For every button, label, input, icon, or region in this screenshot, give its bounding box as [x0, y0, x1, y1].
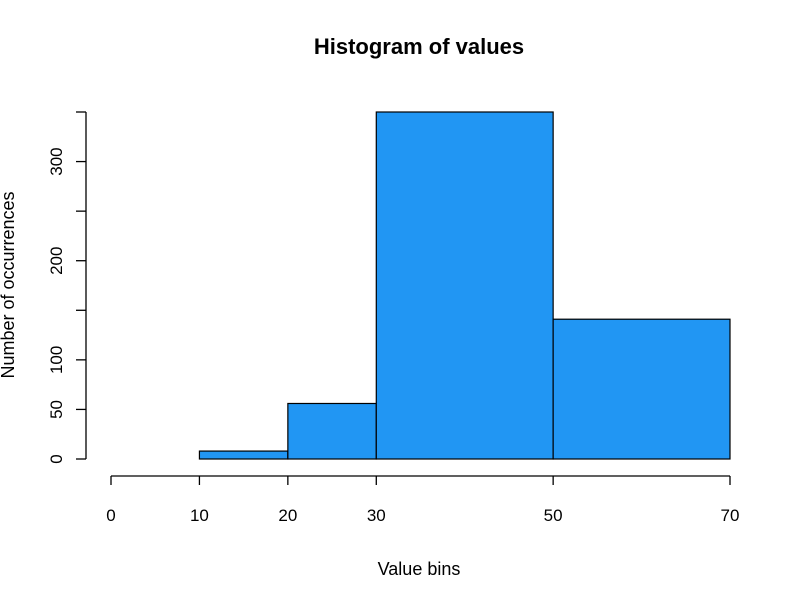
- bars-group: [198, 111, 731, 460]
- x-tick-label-0: 0: [106, 506, 115, 525]
- y-tick-label-0: 0: [47, 454, 66, 463]
- bar-10-20: [198, 450, 289, 460]
- y-axis: 0 50 100 200 300: [47, 111, 87, 464]
- x-tick-label-30: 30: [367, 506, 386, 525]
- bar-30-50: [375, 111, 554, 460]
- x-tick-label-10: 10: [190, 506, 209, 525]
- x-tick-label-70: 70: [721, 506, 740, 525]
- y-axis-label: Number of occurrences: [0, 191, 18, 378]
- y-tick-label-100: 100: [47, 346, 66, 374]
- bar-50-70: [552, 318, 731, 460]
- y-tick-label-300: 300: [47, 147, 66, 175]
- chart-title: Histogram of values: [314, 34, 524, 59]
- x-tick-label-20: 20: [278, 506, 297, 525]
- y-tick-label-50: 50: [47, 400, 66, 419]
- x-axis: 0 10 20 30 50 70: [106, 475, 740, 525]
- y-tick-label-200: 200: [47, 247, 66, 275]
- bar-20-30: [287, 402, 377, 460]
- x-tick-label-50: 50: [544, 506, 563, 525]
- x-axis-label: Value bins: [378, 559, 461, 579]
